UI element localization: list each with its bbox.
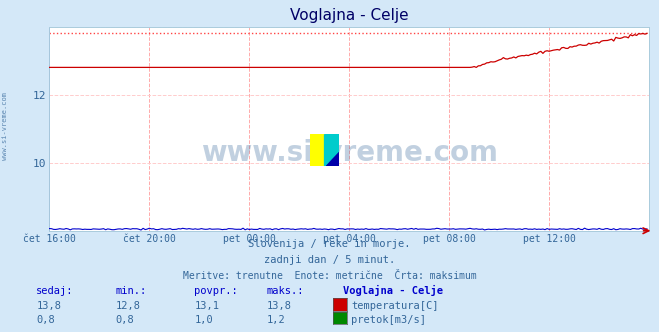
- Text: Slovenija / reke in morje.: Slovenija / reke in morje.: [248, 239, 411, 249]
- Polygon shape: [310, 134, 325, 166]
- Text: 13,8: 13,8: [36, 301, 61, 311]
- Title: Voglajna - Celje: Voglajna - Celje: [290, 8, 409, 23]
- Text: temperatura[C]: temperatura[C]: [351, 301, 439, 311]
- Text: 1,0: 1,0: [194, 315, 213, 325]
- Text: www.si-vreme.com: www.si-vreme.com: [201, 139, 498, 167]
- Text: min.:: min.:: [115, 286, 146, 296]
- Polygon shape: [325, 134, 339, 166]
- Text: sedaj:: sedaj:: [36, 286, 74, 296]
- Text: povpr.:: povpr.:: [194, 286, 238, 296]
- Text: 13,1: 13,1: [194, 301, 219, 311]
- Text: 1,2: 1,2: [267, 315, 285, 325]
- Text: Voglajna - Celje: Voglajna - Celje: [343, 285, 443, 296]
- Text: 0,8: 0,8: [115, 315, 134, 325]
- Text: 0,8: 0,8: [36, 315, 55, 325]
- Text: www.si-vreme.com: www.si-vreme.com: [2, 92, 9, 160]
- Polygon shape: [325, 150, 339, 166]
- Text: 12,8: 12,8: [115, 301, 140, 311]
- Text: 13,8: 13,8: [267, 301, 292, 311]
- Text: maks.:: maks.:: [267, 286, 304, 296]
- Text: pretok[m3/s]: pretok[m3/s]: [351, 315, 426, 325]
- Polygon shape: [325, 134, 339, 166]
- Text: Meritve: trenutne  Enote: metrične  Črta: maksimum: Meritve: trenutne Enote: metrične Črta: …: [183, 271, 476, 281]
- Text: zadnji dan / 5 minut.: zadnji dan / 5 minut.: [264, 255, 395, 265]
